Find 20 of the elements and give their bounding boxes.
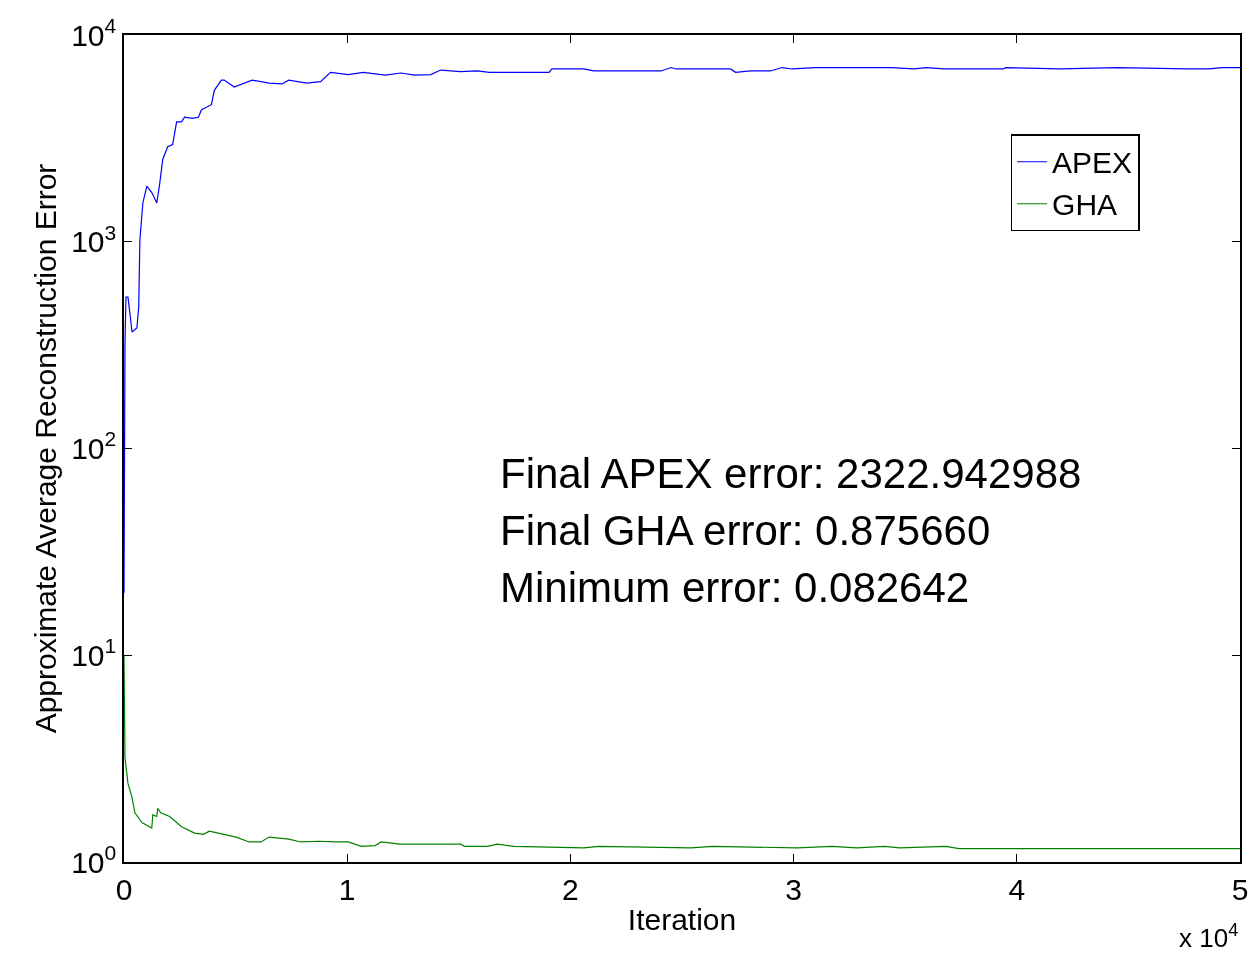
annotation: Minimum error: 0.082642 — [500, 564, 970, 611]
legend-label: GHA — [1052, 188, 1118, 222]
y-tick-label: 10$^{2}$ — [71, 427, 117, 465]
x-tick-label: 2 — [562, 872, 579, 906]
x-tick-label: 3 — [785, 872, 802, 906]
text: x 10$^{4}$ — [1179, 920, 1239, 953]
y-tick-label: 10$^{1}$ — [71, 634, 117, 672]
x-tick-label: 4 — [1008, 872, 1026, 906]
x-tick-label: 1 — [338, 872, 356, 906]
y-tick-label: 10$^{3}$ — [71, 220, 117, 259]
line-series — [124, 654, 1240, 850]
annotation: Final GHA error: 0.875660 — [500, 507, 991, 554]
x-axis-title: Iteration — [627, 902, 737, 936]
y-tick-label: 10$^{4}$ — [71, 13, 117, 52]
x-tick-label: 5 — [1231, 872, 1249, 906]
y-axis-title: Approximate Average Reconstruction Error — [28, 163, 62, 734]
y-tick-label: 10$^{0}$ — [71, 840, 117, 879]
annotation: Final APEX error: 2322.942988 — [500, 450, 1082, 497]
legend-label: APEX — [1052, 146, 1133, 180]
x-tick-label: 0 — [115, 872, 133, 906]
